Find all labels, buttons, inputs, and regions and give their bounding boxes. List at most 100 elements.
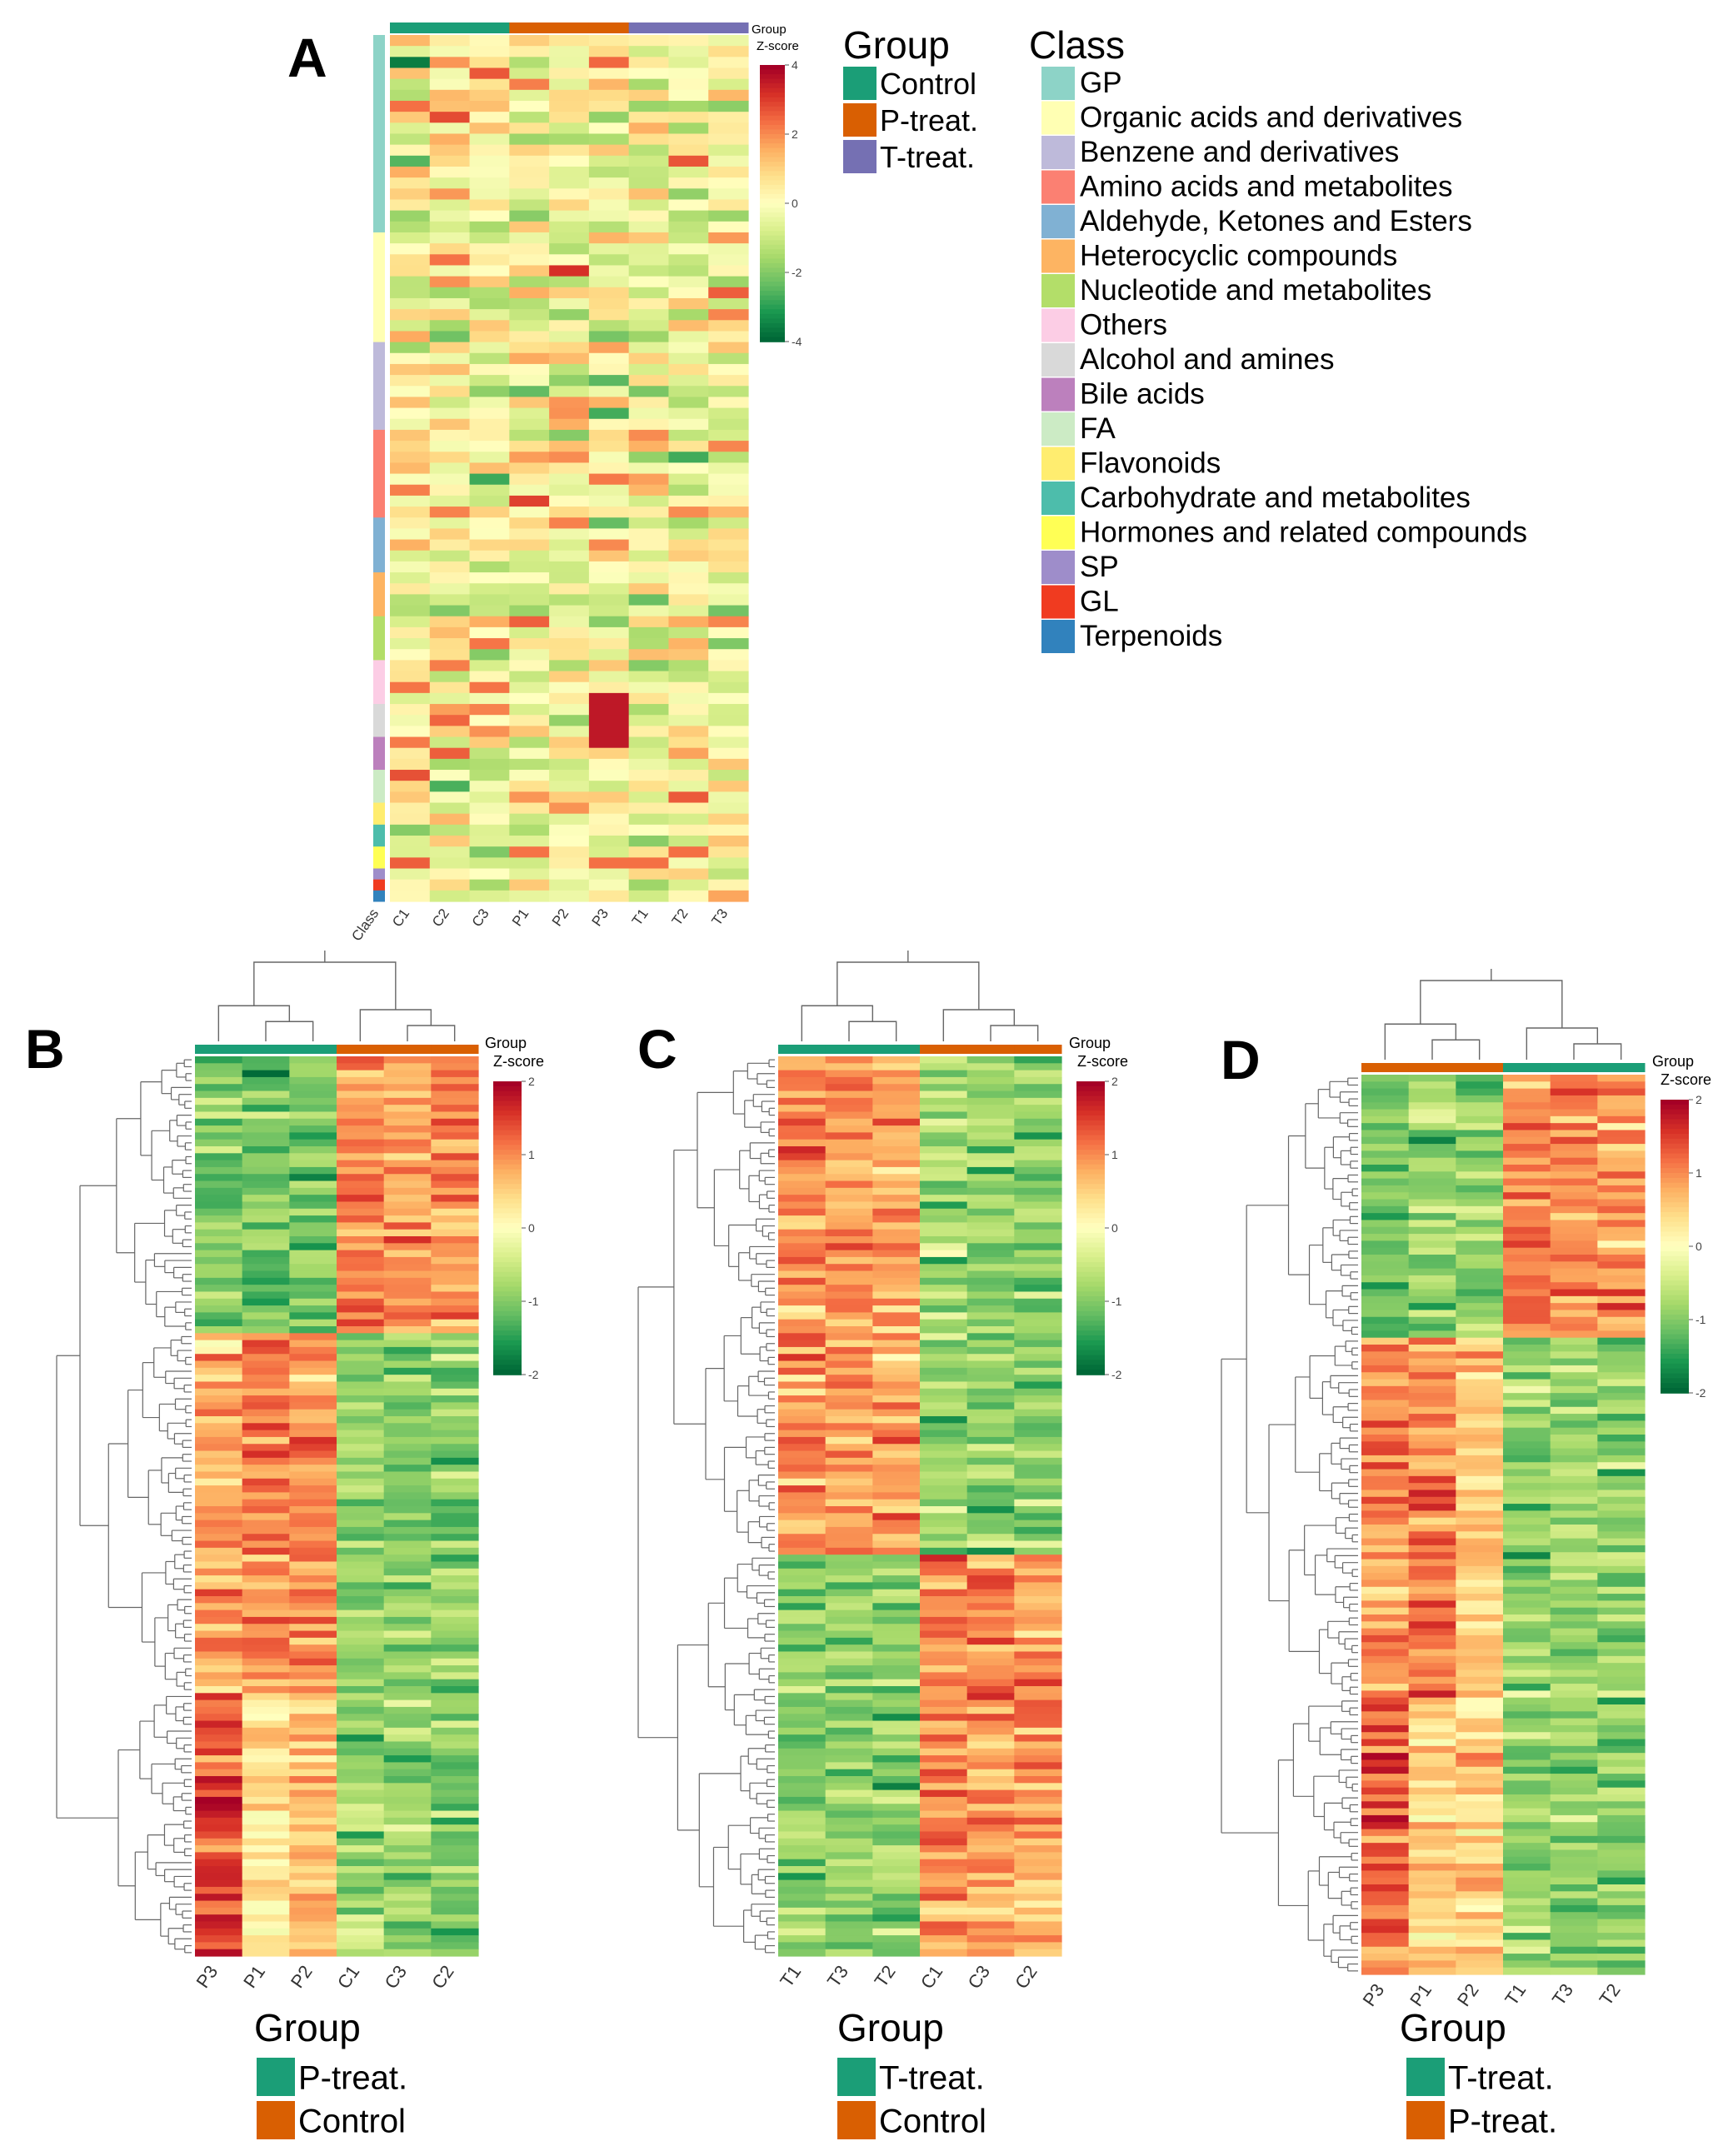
heatmap-cell (825, 1547, 873, 1555)
heatmap-cell (872, 1748, 921, 1756)
heatmap-cell (195, 1561, 243, 1570)
heatmap-cell (195, 1900, 243, 1909)
heatmap-cell (549, 297, 590, 310)
heatmap-cell (195, 1215, 243, 1223)
heatmap-cell (431, 1914, 479, 1923)
heatmap-cell (1597, 1234, 1646, 1241)
legend-label: P-treat. (1448, 2104, 1557, 2140)
heatmap-cell (872, 1624, 921, 1632)
heatmap-cell (588, 747, 630, 760)
heatmap-cell (966, 1354, 1015, 1362)
heatmap-cell (628, 561, 670, 573)
heatmap-cell (337, 1360, 385, 1369)
heatmap-cell (1503, 1102, 1551, 1110)
heatmap-cell (920, 1949, 968, 1957)
heatmap-cell (1597, 1199, 1646, 1207)
heatmap-cell (549, 386, 590, 398)
heatmap-cell (1550, 1766, 1598, 1774)
heatmap-cell (872, 1852, 921, 1860)
heatmap-cell (668, 495, 709, 507)
heatmap-cell (337, 1478, 385, 1486)
heatmap-cell (429, 770, 471, 781)
zscore-swatch (493, 1130, 522, 1136)
heatmap-cell (509, 342, 550, 354)
heatmap-cell (431, 1457, 479, 1465)
heatmap-cell (1014, 1256, 1062, 1265)
heatmap-cell (390, 846, 431, 858)
heatmap-cell (195, 1706, 243, 1714)
heatmap-cell (469, 67, 510, 80)
heatmap-cell (966, 1789, 1015, 1798)
heatmap-cell (289, 1540, 337, 1549)
heatmap-cell (920, 1208, 968, 1216)
heatmap-cell (588, 758, 630, 771)
heatmap-cell (966, 1616, 1015, 1624)
heatmap-cell (588, 122, 630, 135)
heatmap-cell (920, 1637, 968, 1645)
heatmap-cell (778, 1270, 827, 1279)
heatmap-cell (872, 1935, 921, 1943)
heatmap-cell (920, 1534, 968, 1542)
heatmap-cell (825, 1222, 873, 1230)
heatmap-cell (429, 824, 471, 836)
heatmap-cell (383, 1804, 432, 1812)
heatmap-cell (872, 1063, 921, 1071)
heatmap-cell (668, 638, 709, 650)
heatmap-cell (966, 1513, 1015, 1521)
heatmap-cell (289, 1174, 337, 1182)
class-annotation-cell (373, 824, 385, 847)
heatmap-cell (431, 1256, 479, 1265)
group-annotation-cell (920, 1045, 968, 1054)
heatmap-cell (1361, 1150, 1410, 1159)
heatmap-cell (628, 539, 670, 551)
heatmap-cell (966, 1886, 1015, 1894)
heatmap-cell (390, 583, 431, 595)
heatmap-cell (1503, 1081, 1551, 1090)
heatmap-cell (588, 144, 630, 157)
zscore-swatch (1661, 1250, 1689, 1257)
zscore-swatch (493, 1355, 522, 1361)
heatmap-cell (920, 1125, 968, 1133)
heatmap-cell (1408, 1580, 1456, 1588)
heatmap-cell (289, 1831, 337, 1839)
heatmap-cell (1597, 1303, 1646, 1311)
heatmap-cell (337, 1942, 385, 1950)
heatmap-cell (337, 1471, 385, 1480)
heatmap-cell (1503, 1109, 1551, 1117)
heatmap-cell (668, 342, 709, 354)
heatmap-cell (289, 1534, 337, 1542)
heatmap-cell (509, 781, 550, 792)
heatmap-cell (431, 1520, 479, 1528)
heatmap-cell (588, 594, 630, 606)
heatmap-cell (549, 616, 590, 628)
heatmap-cell (1503, 1724, 1551, 1733)
heatmap-cell (429, 517, 471, 530)
heatmap-cell (1014, 1651, 1062, 1659)
heatmap-cell (242, 1090, 290, 1099)
heatmap-cell (1361, 1268, 1410, 1276)
heatmap-cell (1408, 1385, 1456, 1394)
heatmap-cell (825, 1907, 873, 1915)
heatmap-cell (1503, 1330, 1551, 1339)
heatmap-cell (1014, 1105, 1062, 1113)
heatmap-cell (1361, 1835, 1410, 1844)
heatmap-cell (966, 1555, 1015, 1563)
heatmap-cell (825, 1478, 873, 1486)
heatmap-cell (390, 386, 431, 398)
heatmap-cell (1503, 1234, 1551, 1241)
heatmap-cell (1597, 1165, 1646, 1172)
heatmap-cell (1014, 1381, 1062, 1390)
heatmap-cell (1361, 1365, 1410, 1373)
heatmap-cell (668, 386, 709, 398)
heatmap-cell (1361, 1766, 1410, 1774)
heatmap-cell (337, 1804, 385, 1812)
legend-swatch (257, 2101, 295, 2139)
heatmap-cell (588, 407, 630, 420)
heatmap-cell (337, 1506, 385, 1514)
heatmap-cell (778, 1644, 827, 1653)
heatmap-cell (920, 1229, 968, 1237)
heatmap-cell (390, 265, 431, 277)
zscore-swatch (493, 1276, 522, 1283)
heatmap-cell (1503, 1933, 1551, 1941)
